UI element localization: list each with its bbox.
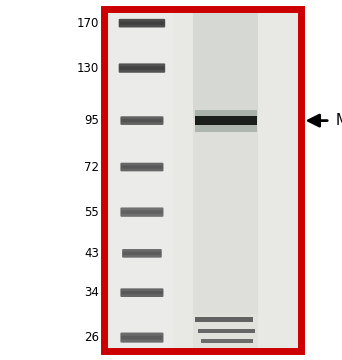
FancyBboxPatch shape: [119, 66, 165, 70]
Text: 72: 72: [84, 161, 99, 174]
Bar: [198, 329, 255, 333]
FancyBboxPatch shape: [119, 19, 165, 27]
Text: 34: 34: [84, 286, 99, 299]
FancyBboxPatch shape: [121, 291, 163, 294]
Text: 55: 55: [84, 206, 99, 219]
FancyBboxPatch shape: [121, 165, 163, 169]
FancyBboxPatch shape: [120, 288, 163, 297]
FancyBboxPatch shape: [121, 119, 163, 122]
FancyBboxPatch shape: [120, 163, 163, 171]
FancyBboxPatch shape: [120, 333, 163, 343]
Text: MYT1: MYT1: [335, 113, 342, 128]
Text: 95: 95: [84, 114, 99, 127]
Bar: [104, 9, 301, 351]
FancyBboxPatch shape: [121, 336, 163, 339]
Text: 130: 130: [77, 62, 99, 75]
Text: 26: 26: [84, 331, 99, 344]
Bar: [111, 9, 173, 351]
Text: 43: 43: [84, 247, 99, 260]
FancyBboxPatch shape: [120, 116, 163, 125]
FancyBboxPatch shape: [121, 210, 163, 214]
Bar: [193, 9, 258, 351]
FancyBboxPatch shape: [119, 63, 165, 73]
Bar: [195, 110, 256, 116]
Bar: [104, 9, 301, 351]
FancyBboxPatch shape: [123, 252, 161, 255]
Bar: [193, 130, 258, 314]
Bar: [195, 317, 253, 321]
Text: 170: 170: [77, 17, 99, 30]
FancyBboxPatch shape: [120, 207, 163, 217]
Bar: [193, 9, 258, 119]
FancyBboxPatch shape: [122, 249, 162, 258]
Bar: [201, 339, 253, 343]
FancyBboxPatch shape: [119, 22, 165, 25]
Bar: [195, 116, 256, 125]
Bar: [195, 125, 256, 132]
